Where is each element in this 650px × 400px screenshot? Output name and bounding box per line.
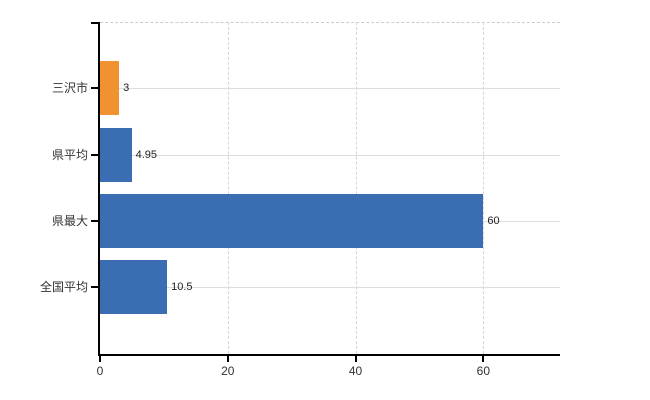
bar-value-label: 60 — [487, 215, 500, 227]
gridline-vertical — [227, 22, 229, 354]
y-axis-tick — [91, 87, 98, 89]
x-axis-tick-label: 20 — [221, 364, 235, 378]
y-axis-line — [98, 22, 100, 354]
y-axis-category-label: 全国平均 — [39, 280, 88, 294]
y-axis-tick — [91, 154, 98, 156]
y-axis-tick — [91, 286, 98, 288]
gridline-horizontal — [100, 155, 560, 156]
gridline-vertical — [483, 22, 485, 354]
y-axis-category-label: 三沢市 — [51, 81, 88, 95]
y-axis-category-label: 県平均 — [51, 148, 88, 162]
x-axis-tick-label: 40 — [348, 364, 363, 378]
gridline-horizontal — [100, 287, 560, 288]
y-axis-tick — [91, 220, 98, 222]
bar[interactable] — [100, 61, 120, 115]
x-axis-tick — [482, 356, 485, 362]
x-axis-tick-label: 60 — [476, 364, 490, 378]
x-axis-tick — [354, 356, 357, 362]
gridline-vertical — [355, 22, 357, 354]
gridline-horizontal — [100, 88, 560, 89]
x-axis-tick-label: 0 — [96, 364, 104, 378]
bar-value-label: 3 — [123, 82, 130, 94]
plot-top-border — [100, 22, 560, 23]
bar[interactable] — [100, 260, 168, 314]
y-axis-category-label: 県最大 — [51, 214, 88, 228]
bar[interactable] — [100, 128, 132, 182]
x-axis-tick — [226, 356, 229, 362]
x-axis-tick — [99, 356, 101, 362]
y-axis-end-tick — [91, 22, 98, 24]
x-axis-line — [98, 354, 560, 356]
bar[interactable] — [100, 194, 484, 248]
bar-value-label: 4.95 — [135, 149, 158, 161]
bar-value-label: 10.5 — [171, 281, 193, 293]
